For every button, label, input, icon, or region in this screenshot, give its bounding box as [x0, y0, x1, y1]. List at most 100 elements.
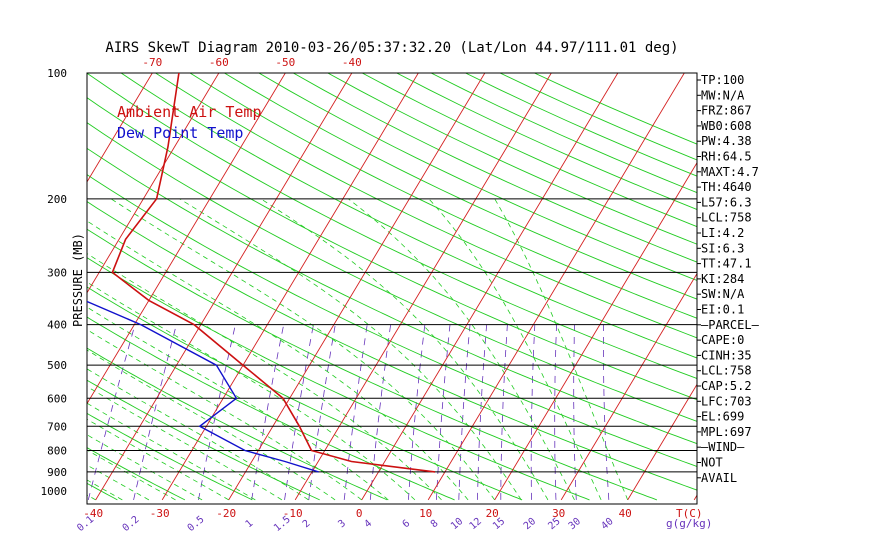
dry-adiabat-line — [120, 73, 697, 359]
moist-adiabat-line — [87, 349, 336, 501]
side-panel-item: CINH:35 — [701, 348, 752, 362]
isobars — [86, 72, 698, 505]
side-panel-item: EI:0.1 — [701, 303, 744, 317]
top-temperature-ticks: -70 -60 -50 -40 — [142, 56, 361, 69]
side-panel-item: L57:6.3 — [701, 195, 752, 209]
mixing-ratio-tick-label: 6 — [401, 518, 413, 530]
mixing-ratio-line — [284, 324, 314, 500]
dewpoint-line — [87, 300, 319, 473]
mixing-ratio-line — [603, 324, 610, 500]
top-temperature-tick-label: -50 — [275, 56, 295, 69]
side-panel-item: PW:4.38 — [701, 134, 752, 148]
mixing-ratio-line — [251, 324, 285, 500]
side-panel-item: AVAIL — [701, 471, 737, 485]
dry-adiabat-line — [87, 147, 697, 445]
side-panel-item: LCL:758 — [701, 364, 752, 378]
pressure-tick-label: 1000 — [41, 485, 68, 498]
pressure-tick-label: 900 — [47, 466, 67, 479]
bottom-temperature-tick-label: -20 — [216, 507, 236, 520]
mixing-ratio-line — [133, 324, 177, 500]
mixing-ratio-tick-label: 8 — [429, 518, 441, 530]
dry-adiabat-line — [292, 73, 697, 263]
bottom-temperature-tick-label: 20 — [486, 507, 499, 520]
side-panel-item: MAXT:4.7 — [701, 165, 759, 179]
side-panel-item: KI:284 — [701, 272, 744, 286]
dry-adiabat-line — [87, 97, 697, 401]
moist-adiabat-line — [87, 281, 416, 501]
y-axis-label: PRESSURE (MB) — [71, 233, 85, 327]
mixing-ratio-tick-label: 3 — [336, 518, 348, 530]
top-temperature-tick-label: -60 — [209, 56, 229, 69]
mixing-ratio-line — [343, 324, 368, 500]
pressure-tick-label: 700 — [47, 420, 67, 433]
moist-adiabat-line — [494, 198, 629, 501]
moist-adiabats — [87, 198, 629, 501]
dry-adiabat-line — [154, 73, 697, 339]
isotherm-line — [87, 73, 153, 183]
side-panel-item: TT:47.1 — [701, 257, 752, 271]
top-temperature-tick-label: -40 — [342, 56, 362, 69]
side-panel-item: SW:N/A — [701, 287, 745, 301]
side-panel-item: CAP:5.2 — [701, 379, 752, 393]
moist-adiabat-line — [87, 253, 442, 501]
bottom-temperature-tick-label: -40 — [83, 507, 103, 520]
bottom-temperature-tick-label: 40 — [619, 507, 632, 520]
isotherm-line — [627, 383, 697, 501]
moist-adiabat-line — [110, 198, 496, 501]
moist-adiabat-line — [428, 198, 602, 501]
mixing-ratio-line — [87, 324, 136, 500]
mixing-ratio-line — [408, 324, 426, 500]
mixing-ratio-tick-label: 2 — [301, 518, 313, 530]
bottom-temperature-tick-label: -30 — [150, 507, 170, 520]
bottom-temperature-tick-label: 0 — [356, 507, 363, 520]
side-panel-item: CAPE:0 — [701, 333, 744, 347]
side-panel-item: NOT — [701, 456, 723, 470]
isotherm-line — [560, 272, 697, 501]
moist-adiabat-line — [87, 306, 389, 501]
dry-adiabat-line — [87, 122, 697, 422]
isotherm-line — [294, 73, 552, 501]
dry-adiabat-line — [258, 73, 697, 281]
isotherm-line — [87, 73, 220, 294]
background-lines — [87, 73, 697, 501]
side-panel-item: EL:699 — [701, 410, 744, 424]
pressure-tick-label: 600 — [47, 392, 67, 405]
plot-frame — [86, 72, 698, 505]
pressure-tick-label: 400 — [47, 319, 67, 332]
mixing-ratio-line — [458, 324, 471, 500]
moist-adiabat-line — [87, 368, 309, 501]
mixing-ratio-line — [369, 324, 392, 500]
isotherm-line — [95, 73, 353, 501]
side-panel-item: WB0:608 — [701, 119, 752, 133]
pressure-tick-label: 800 — [47, 444, 67, 457]
bottom-temperature-ticks: -40 -30 -20 -10 0 10 20 30 40 — [83, 507, 632, 520]
pressure-tick-label: 300 — [47, 266, 67, 279]
moist-adiabat-line — [260, 198, 549, 501]
dry-adiabat-line — [223, 73, 697, 300]
isotherm-line — [361, 73, 619, 501]
legend-dew-point-temp: Dew Point Temp — [117, 124, 243, 142]
side-panel-item: MW:N/A — [701, 88, 745, 102]
bottom-temperature-tick-label: 10 — [419, 507, 432, 520]
mixing-ratio-tick-label: 1 — [244, 518, 256, 530]
side-panel-item: TP:100 — [701, 73, 744, 87]
dry-adiabat-line — [87, 316, 455, 501]
temperature-line — [111, 73, 436, 473]
mixing-ratio-line — [477, 324, 488, 500]
isotherm-line — [494, 161, 697, 501]
dry-adiabat-line — [87, 73, 697, 379]
pressure-tick-label: 200 — [47, 193, 67, 206]
isotherm-line — [427, 73, 685, 501]
moist-adiabat-line — [87, 402, 256, 501]
mixing-ratio-line — [308, 324, 336, 500]
isotherm-line — [87, 73, 286, 405]
isotherm-line — [228, 73, 486, 501]
mixing-ratio-unit-label: g(g/kg) — [666, 517, 712, 530]
side-panel-item: LCL:758 — [701, 211, 752, 225]
dry-adiabat-line — [87, 447, 186, 501]
side-panel-item: LFC:703 — [701, 394, 752, 408]
dry-adiabat-line — [326, 73, 697, 245]
